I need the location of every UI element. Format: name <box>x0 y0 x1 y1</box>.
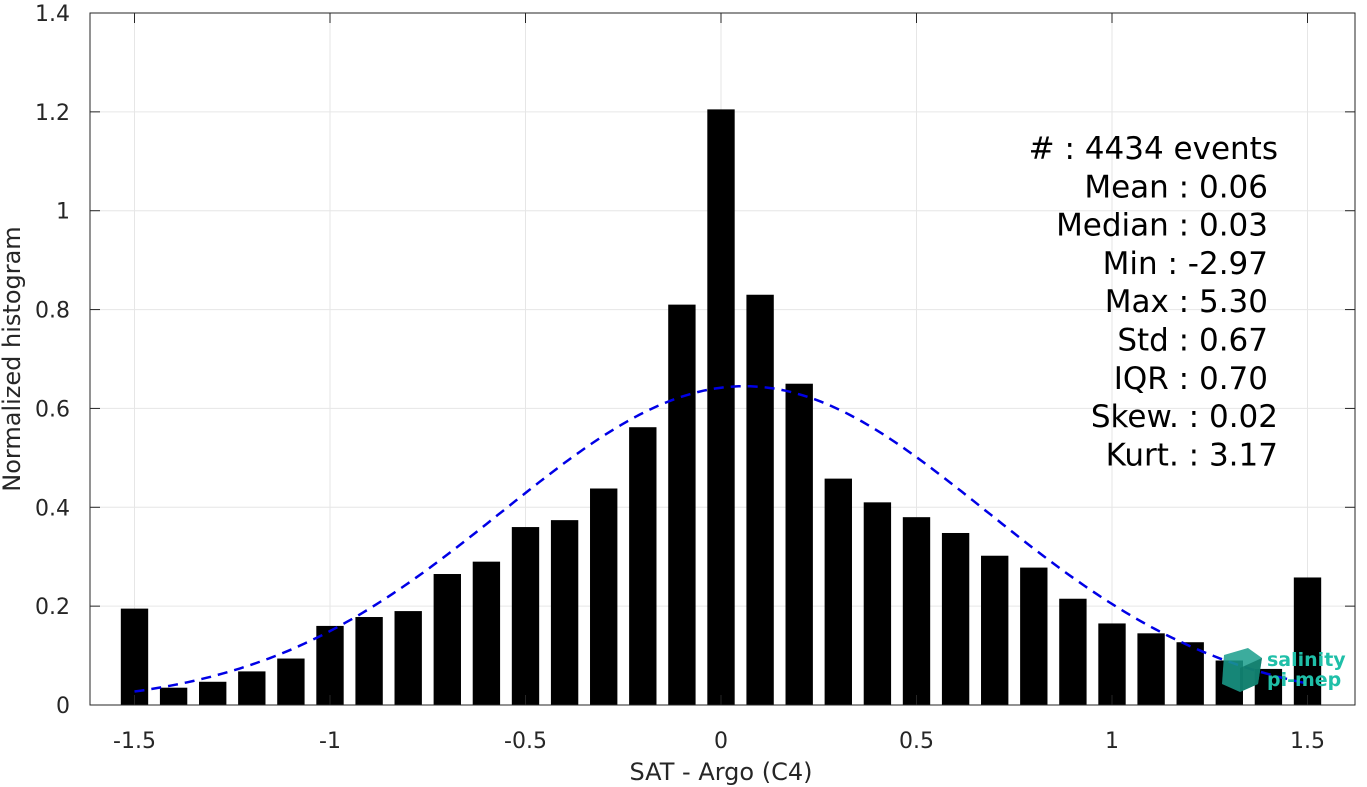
axes-box <box>89 12 1356 706</box>
histogram-bar <box>746 294 774 705</box>
histogram-bar <box>785 383 813 705</box>
histogram-bar <box>629 427 657 705</box>
histogram-bar <box>159 687 188 705</box>
histogram-bar <box>1176 642 1204 705</box>
histogram-bar <box>981 555 1009 705</box>
stats-line: IQR : 0.70 <box>1114 361 1268 397</box>
stats-line: # : 4434 events <box>1029 131 1278 167</box>
histogram-bar <box>1293 577 1322 705</box>
histogram-bar <box>902 517 931 705</box>
histogram-bar <box>824 478 852 705</box>
x-tick-label: 1 <box>1105 729 1119 754</box>
y-tick-label: 0.2 <box>35 595 70 620</box>
y-tick-label: 0.4 <box>35 496 70 521</box>
y-tick-label: 0.8 <box>35 299 70 324</box>
y-tick-labels: 0 0.2 0.4 0.6 0.8 1 1.2 1.4 <box>35 2 70 719</box>
histogram-bar <box>590 488 618 705</box>
histogram-bar <box>707 109 735 705</box>
histogram-bar <box>355 617 383 705</box>
histogram-bar <box>511 527 540 705</box>
logo-line2: pi-mep <box>1267 669 1341 691</box>
histogram-bar <box>472 561 501 705</box>
histogram-bar <box>863 502 892 705</box>
histogram-bar <box>1098 623 1126 705</box>
x-axis-title: SAT - Argo (C4) <box>630 758 813 786</box>
histogram-bar <box>199 681 227 705</box>
histogram-bar <box>550 520 579 705</box>
stats-line: Skew. : 0.02 <box>1091 399 1278 435</box>
y-tick-label: 1.4 <box>35 2 70 27</box>
histogram-bar <box>1059 598 1087 705</box>
logo-line1: salinity <box>1267 649 1346 671</box>
histogram-bars <box>120 109 1322 705</box>
y-tick-label: 0.6 <box>35 397 70 422</box>
stats-line: Kurt. : 3.17 <box>1106 437 1278 473</box>
stats-line: Mean : 0.06 <box>1084 169 1268 205</box>
stats-line: Median : 0.03 <box>1056 208 1268 244</box>
x-tick-label: 0.5 <box>899 729 934 754</box>
y-tick-label: 1 <box>56 200 70 225</box>
stats-line: Std : 0.67 <box>1117 323 1268 359</box>
histogram-bar <box>433 574 461 705</box>
stats-line: Max : 5.30 <box>1105 284 1268 320</box>
histogram-bar <box>1020 567 1048 705</box>
x-tick-label: -1 <box>319 729 341 754</box>
y-axis-title: Normalized histogram <box>0 226 26 491</box>
stats-line: Min : -2.97 <box>1103 246 1268 282</box>
x-tick-labels: -1.5 -1 -0.5 0 0.5 1 1.5 <box>113 729 1325 754</box>
x-tick-label: 1.5 <box>1290 729 1325 754</box>
y-tick-label: 0 <box>56 694 70 719</box>
histogram-bar <box>668 304 696 705</box>
histogram-bar <box>277 658 305 705</box>
histogram-bar <box>941 532 970 705</box>
salinity-pimep-logo: salinity pi-mep <box>1222 648 1346 692</box>
logo-cube-shade <box>1240 658 1262 692</box>
histogram-bar <box>394 611 422 705</box>
y-tick-label: 1.2 <box>35 101 70 126</box>
x-tick-label: 0 <box>714 729 728 754</box>
histogram-bar <box>238 671 266 705</box>
histogram-bar <box>316 625 344 705</box>
x-tick-label: -1.5 <box>113 729 156 754</box>
normal-fit-curve <box>134 384 1308 693</box>
axis-ticks <box>90 12 1355 706</box>
histogram-bar <box>1137 633 1165 705</box>
x-tick-label: -0.5 <box>504 729 547 754</box>
